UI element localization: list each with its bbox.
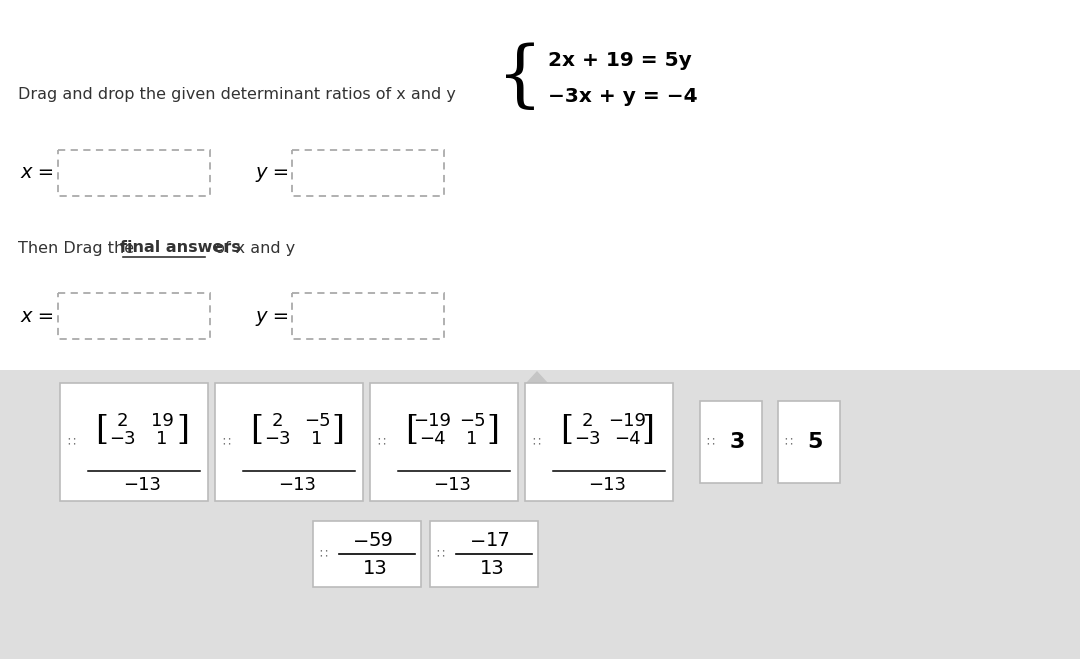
Text: ∷: ∷	[436, 548, 444, 561]
Bar	[58, 293, 210, 339]
Text: x =: x =	[21, 163, 54, 183]
Text: [: [	[95, 414, 108, 446]
Text: ]: ]	[486, 414, 499, 446]
Text: 2x + 19 = 5y: 2x + 19 = 5y	[548, 51, 692, 69]
Text: {: {	[497, 43, 543, 113]
Bar	[313, 521, 421, 587]
Text: −4: −4	[613, 430, 640, 448]
Text: 13: 13	[480, 558, 504, 577]
Text: ∷: ∷	[706, 436, 714, 449]
Text: final answers: final answers	[120, 241, 241, 256]
Bar	[525, 383, 673, 501]
Text: −13: −13	[278, 476, 316, 494]
Text: −: −	[353, 532, 369, 550]
Bar	[215, 383, 363, 501]
Bar	[430, 521, 538, 587]
Text: ∷: ∷	[222, 436, 230, 449]
Text: Drag and drop the given determinant ratios of x and y: Drag and drop the given determinant rati…	[18, 88, 456, 103]
Text: [: [	[561, 414, 573, 446]
Text: −4: −4	[419, 430, 445, 448]
Text: −3: −3	[264, 430, 291, 448]
Text: ]: ]	[330, 414, 345, 446]
Bar	[778, 401, 840, 483]
Text: 1: 1	[467, 430, 477, 448]
Text: [: [	[249, 414, 264, 446]
Text: ∷: ∷	[784, 436, 792, 449]
Bar	[292, 293, 444, 339]
Bar	[700, 401, 762, 483]
Text: ∷: ∷	[319, 548, 327, 561]
Text: 3: 3	[729, 432, 745, 452]
Text: [: [	[405, 414, 418, 446]
Text: −3: −3	[573, 430, 600, 448]
Bar	[60, 383, 208, 501]
Text: ]: ]	[642, 414, 654, 446]
Text: −19: −19	[413, 412, 451, 430]
Text: 17: 17	[486, 532, 511, 550]
Bar	[292, 150, 444, 196]
Bar	[58, 150, 210, 196]
Text: ]: ]	[176, 414, 189, 446]
Text: −3: −3	[109, 430, 135, 448]
Text: −13: −13	[588, 476, 626, 494]
Text: x =: x =	[21, 306, 54, 326]
Text: 1: 1	[311, 430, 323, 448]
Text: y =: y =	[255, 306, 289, 326]
Text: −5: −5	[459, 412, 485, 430]
Text: 2: 2	[271, 412, 283, 430]
Text: Then Drag the: Then Drag the	[18, 241, 139, 256]
Text: −19: −19	[608, 412, 646, 430]
Text: ∷: ∷	[532, 436, 540, 449]
Text: 2: 2	[581, 412, 593, 430]
Text: y =: y =	[255, 163, 289, 183]
Text: 2: 2	[117, 412, 127, 430]
Text: ∷: ∷	[67, 436, 75, 449]
Text: −13: −13	[433, 476, 471, 494]
Text: 19: 19	[150, 412, 174, 430]
Text: −3x + y = −4: −3x + y = −4	[548, 86, 698, 105]
Text: 1: 1	[157, 430, 167, 448]
Text: −5: −5	[303, 412, 330, 430]
Text: of x and y: of x and y	[210, 241, 295, 256]
Text: −13: −13	[123, 476, 161, 494]
Text: 59: 59	[368, 532, 393, 550]
Bar	[0, 370, 1080, 659]
Text: 13: 13	[363, 558, 388, 577]
Text: 5: 5	[808, 432, 823, 452]
Bar	[370, 383, 518, 501]
Text: ∷: ∷	[377, 436, 384, 449]
Polygon shape	[526, 371, 548, 383]
Text: −: −	[470, 532, 486, 550]
